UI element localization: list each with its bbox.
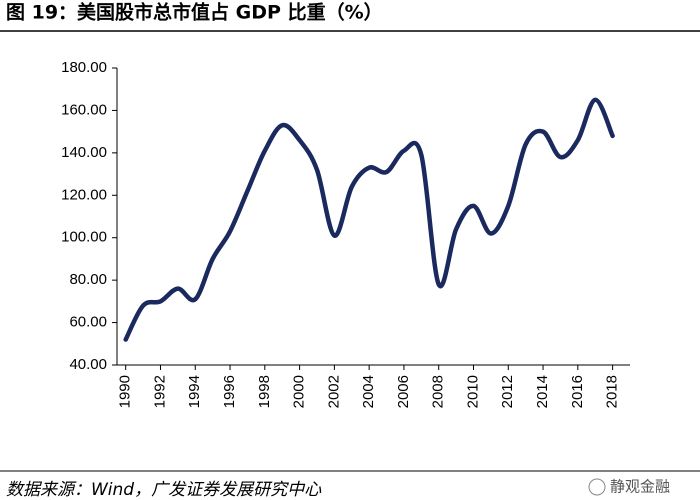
- y-tick-label: 80.00: [69, 271, 107, 288]
- x-tick-label: 2016: [569, 375, 586, 408]
- y-tick-label: 40.00: [69, 356, 107, 373]
- x-tick-label: 2000: [291, 375, 308, 408]
- x-tick-label: 2004: [360, 375, 377, 408]
- x-tick-label: 1998: [256, 375, 273, 408]
- x-tick-label: 1996: [221, 375, 238, 408]
- x-tick-label: 2010: [464, 375, 481, 408]
- x-tick-label: 2008: [430, 375, 447, 408]
- x-tick-label: 1992: [151, 375, 168, 408]
- chart-title: 图 19：美国股市总市值占 GDP 比重（%）: [6, 1, 383, 24]
- x-tick-label: 2002: [325, 375, 342, 408]
- watermark: 静观金融: [610, 478, 670, 496]
- watermark-icon: [588, 478, 606, 496]
- y-tick-label: 140.00: [61, 144, 107, 161]
- y-tick-label: 100.00: [61, 229, 107, 246]
- x-tick-label: 1990: [117, 375, 134, 408]
- y-tick-label: 60.00: [69, 314, 107, 331]
- y-tick-label: 160.00: [61, 101, 107, 118]
- source-note: 数据来源：Wind，广发证券发展研究中心: [6, 480, 322, 500]
- y-tick-label: 120.00: [61, 186, 107, 203]
- x-tick-label: 2012: [499, 375, 516, 408]
- x-tick-label: 2018: [604, 375, 621, 408]
- data-line: [123, 97, 615, 342]
- y-tick-label: 180.00: [61, 59, 107, 76]
- x-tick-label: 2014: [534, 375, 551, 408]
- x-tick-label: 1994: [186, 375, 203, 408]
- x-tick-label: 2006: [395, 375, 412, 408]
